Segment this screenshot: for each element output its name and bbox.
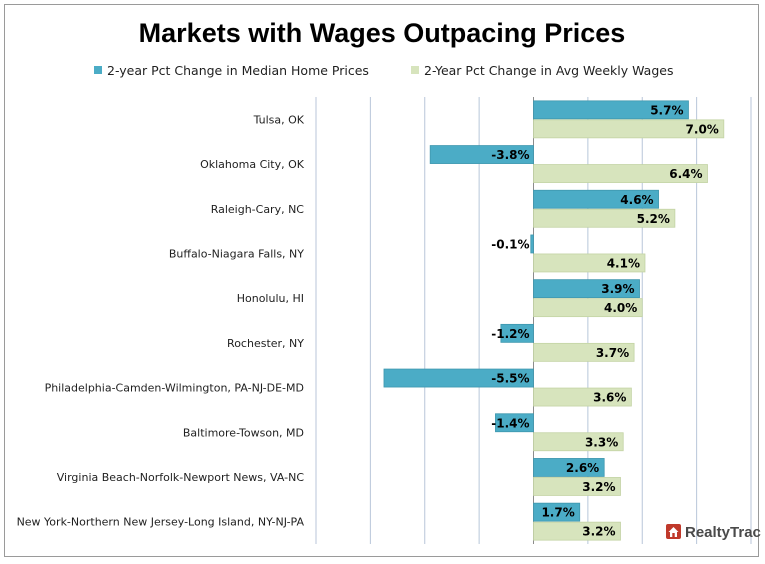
category-label: Virginia Beach-Norfolk-Newport News, VA-… — [57, 471, 305, 484]
data-label-wages: 3.2% — [582, 525, 615, 539]
data-label-home-prices: -0.1% — [491, 237, 529, 251]
category-label: Oklahoma City, OK — [200, 158, 305, 171]
bar-wages — [533, 432, 624, 452]
bars — [383, 100, 725, 541]
category-label: New York-Northern New Jersey-Long Island… — [17, 516, 305, 529]
logo-text: RealtyTrac — [685, 524, 761, 541]
house-icon — [666, 524, 681, 539]
category-label: Buffalo-Niagara Falls, NY — [169, 247, 304, 260]
legend-swatch-wages — [411, 66, 419, 74]
data-label-wages: 3.7% — [596, 346, 629, 360]
category-label: Tulsa, OK — [253, 113, 305, 126]
data-label-home-prices: -5.5% — [491, 372, 529, 386]
data-label-wages: 3.3% — [585, 435, 618, 449]
data-label-wages: 5.2% — [637, 212, 670, 226]
data-label-home-prices: 1.7% — [541, 506, 574, 520]
bar-home-prices — [533, 189, 659, 209]
legend: 2-year Pct Change in Median Home Prices … — [94, 63, 673, 78]
category-label: Honolulu, HI — [237, 292, 304, 305]
chart-title: Markets with Wages Outpacing Prices — [139, 18, 626, 48]
category-label: Raleigh-Cary, NC — [211, 203, 305, 216]
category-label: Philadelphia-Camden-Wilmington, PA-NJ-DE… — [45, 382, 304, 395]
bar-home-prices — [495, 413, 534, 433]
bar-wages — [533, 298, 643, 318]
data-label-home-prices: -1.4% — [491, 416, 529, 430]
bar-home-prices — [530, 234, 534, 254]
data-label-home-prices: 5.7% — [650, 103, 683, 117]
data-label-home-prices: 3.9% — [601, 282, 634, 296]
data-label-home-prices: -1.2% — [491, 327, 529, 341]
data-labels: 5.7%7.0% -3.8% 6.4% 4.6% 5.2% -0.1% 4.1% 3.9% 4.… — [491, 103, 719, 538]
bar-wages — [533, 119, 725, 139]
bar-wages — [533, 253, 646, 273]
data-label-wages: 4.0% — [604, 301, 637, 315]
bar-wages — [533, 164, 708, 183]
data-label-home-prices: -3.8% — [491, 148, 529, 162]
data-label-wages: 6.4% — [669, 167, 702, 181]
bar-home-prices — [533, 458, 605, 477]
bar-home-prices — [533, 100, 689, 120]
gridlines — [315, 97, 752, 544]
realtytrac-logo: RealtyTrac — [666, 524, 761, 541]
legend-label-wages: 2-Year Pct Change in Avg Weekly Wages — [424, 63, 673, 78]
bar-wages — [533, 387, 632, 407]
data-label-home-prices: 4.6% — [620, 193, 653, 207]
data-label-home-prices: 2.6% — [566, 461, 599, 475]
bar-wages — [533, 342, 635, 362]
bar-wages — [533, 477, 621, 496]
data-label-wages: 3.2% — [582, 480, 615, 494]
data-label-wages: 3.6% — [593, 391, 626, 405]
category-label: Baltimore-Towson, MD — [183, 426, 304, 439]
data-label-wages: 4.1% — [607, 256, 640, 270]
legend-label-home-prices: 2-year Pct Change in Median Home Prices — [107, 63, 369, 78]
bar-home-prices — [429, 145, 534, 164]
bar-wages — [533, 208, 676, 228]
category-labels: Tulsa, OK Oklahoma City, OK Raleigh-Cary, … — [17, 113, 305, 528]
data-label-wages: 7.0% — [686, 122, 719, 136]
bar-home-prices — [500, 323, 534, 343]
bar-wages — [533, 521, 621, 541]
legend-swatch-home-prices — [94, 66, 102, 74]
bar-home-prices — [533, 502, 581, 522]
bar-home-prices — [383, 368, 534, 388]
bar-home-prices — [533, 279, 640, 299]
category-label: Rochester, NY — [227, 337, 304, 350]
